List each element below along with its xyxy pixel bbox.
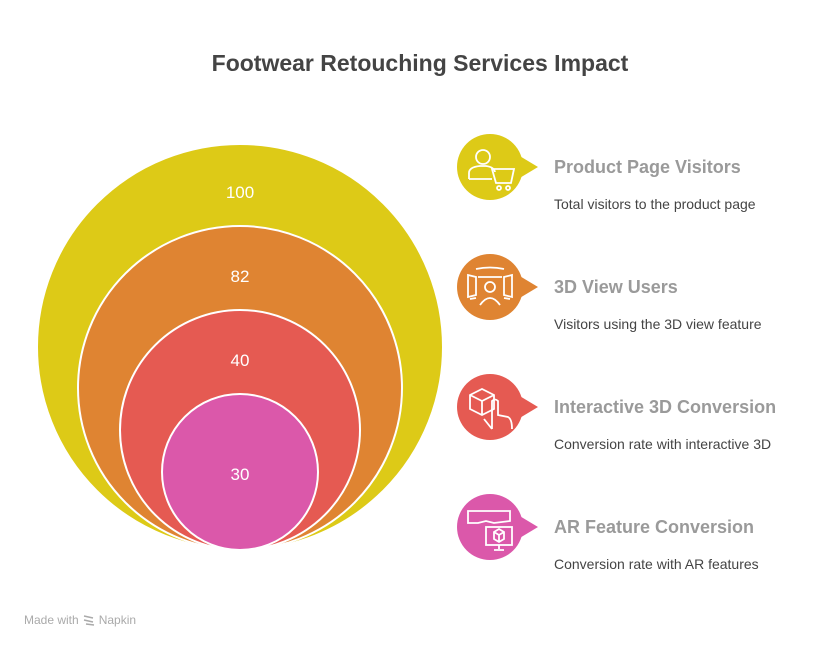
circle-value-4: 30: [231, 465, 250, 484]
level-title-4: AR Feature Conversion: [554, 517, 755, 537]
circle-value-1: 100: [226, 183, 254, 202]
circle-level-4: 30: [161, 393, 319, 551]
level-description-2: Visitors using the 3D view feature: [554, 316, 762, 332]
made-with-label: Made with: [24, 613, 79, 627]
diagram-title: Footwear Retouching Services Impact: [211, 50, 629, 76]
user-cart-icon: [457, 134, 538, 200]
napkin-brand-label: Napkin: [98, 613, 137, 627]
napkin-footer[interactable]: Made with Napkin: [24, 613, 136, 627]
level-title-3: Interactive 3D Conversion: [554, 397, 777, 417]
level-description-3: Conversion rate with interactive 3D: [554, 436, 772, 452]
3d-view-user-icon: [457, 254, 538, 320]
circle-value-3: 40: [231, 351, 250, 370]
level-description-4: Conversion rate with AR features: [554, 556, 759, 572]
circle-value-2: 82: [231, 267, 250, 286]
level-title-1: Product Page Visitors: [554, 157, 741, 177]
level-description-1: Total visitors to the product page: [554, 196, 756, 212]
napkin-logo-icon: [83, 615, 94, 626]
cube-touch-icon: [457, 374, 538, 440]
level-title-2: 3D View Users: [554, 277, 678, 297]
ar-headset-icon: [457, 494, 538, 560]
